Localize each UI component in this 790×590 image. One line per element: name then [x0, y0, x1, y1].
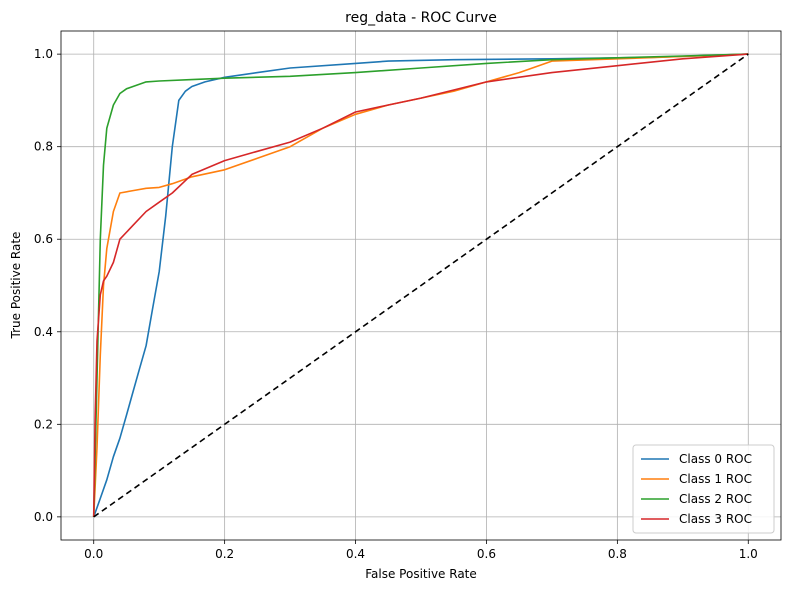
- plot-area-frame: [60, 30, 782, 541]
- x-axis-label: False Positive Rate: [365, 567, 477, 581]
- x-tick-label: 0.2: [215, 547, 234, 561]
- series-line-class-0: [92, 53, 749, 518]
- legend-label: Class 3 ROC: [679, 512, 752, 526]
- x-tick-label: 0.6: [477, 547, 496, 561]
- y-tick-label: 0.4: [34, 325, 53, 339]
- axis-ticks: 0.0 0.2 0.4 0.6 0.8 1.0 0.0 0.2 0.4 0.6 0.8 1.0: [34, 47, 758, 561]
- x-tick-label: 1.0: [739, 547, 758, 561]
- grid-lines: [61, 31, 781, 540]
- legend-label: Class 1 ROC: [679, 472, 752, 486]
- series-line-class-3: [92, 53, 749, 517]
- x-tick-label: 0.8: [608, 547, 627, 561]
- x-tick-label: 0.0: [84, 547, 103, 561]
- y-tick-label: 0.6: [34, 232, 53, 246]
- y-tick-label: 0.0: [34, 510, 53, 524]
- y-axis-label: True Positive Rate: [9, 232, 23, 340]
- series-line-class-2: [92, 53, 749, 517]
- legend-label: Class 2 ROC: [679, 492, 752, 506]
- legend-box: [632, 444, 775, 534]
- y-tick-label: 1.0: [34, 47, 53, 61]
- legend: Class 0 ROC Class 1 ROC Class 2 ROC Class 3…: [632, 444, 775, 534]
- series-line-class-1: [92, 53, 749, 517]
- series-lines: [92, 53, 749, 518]
- chart-title: reg_data - ROC Curve: [345, 10, 497, 26]
- y-tick-label: 0.2: [34, 417, 53, 431]
- y-tick-label: 0.8: [34, 140, 53, 154]
- diagonal-reference-line: [93, 53, 749, 518]
- x-tick-label: 0.4: [346, 547, 365, 561]
- legend-label: Class 0 ROC: [679, 452, 752, 466]
